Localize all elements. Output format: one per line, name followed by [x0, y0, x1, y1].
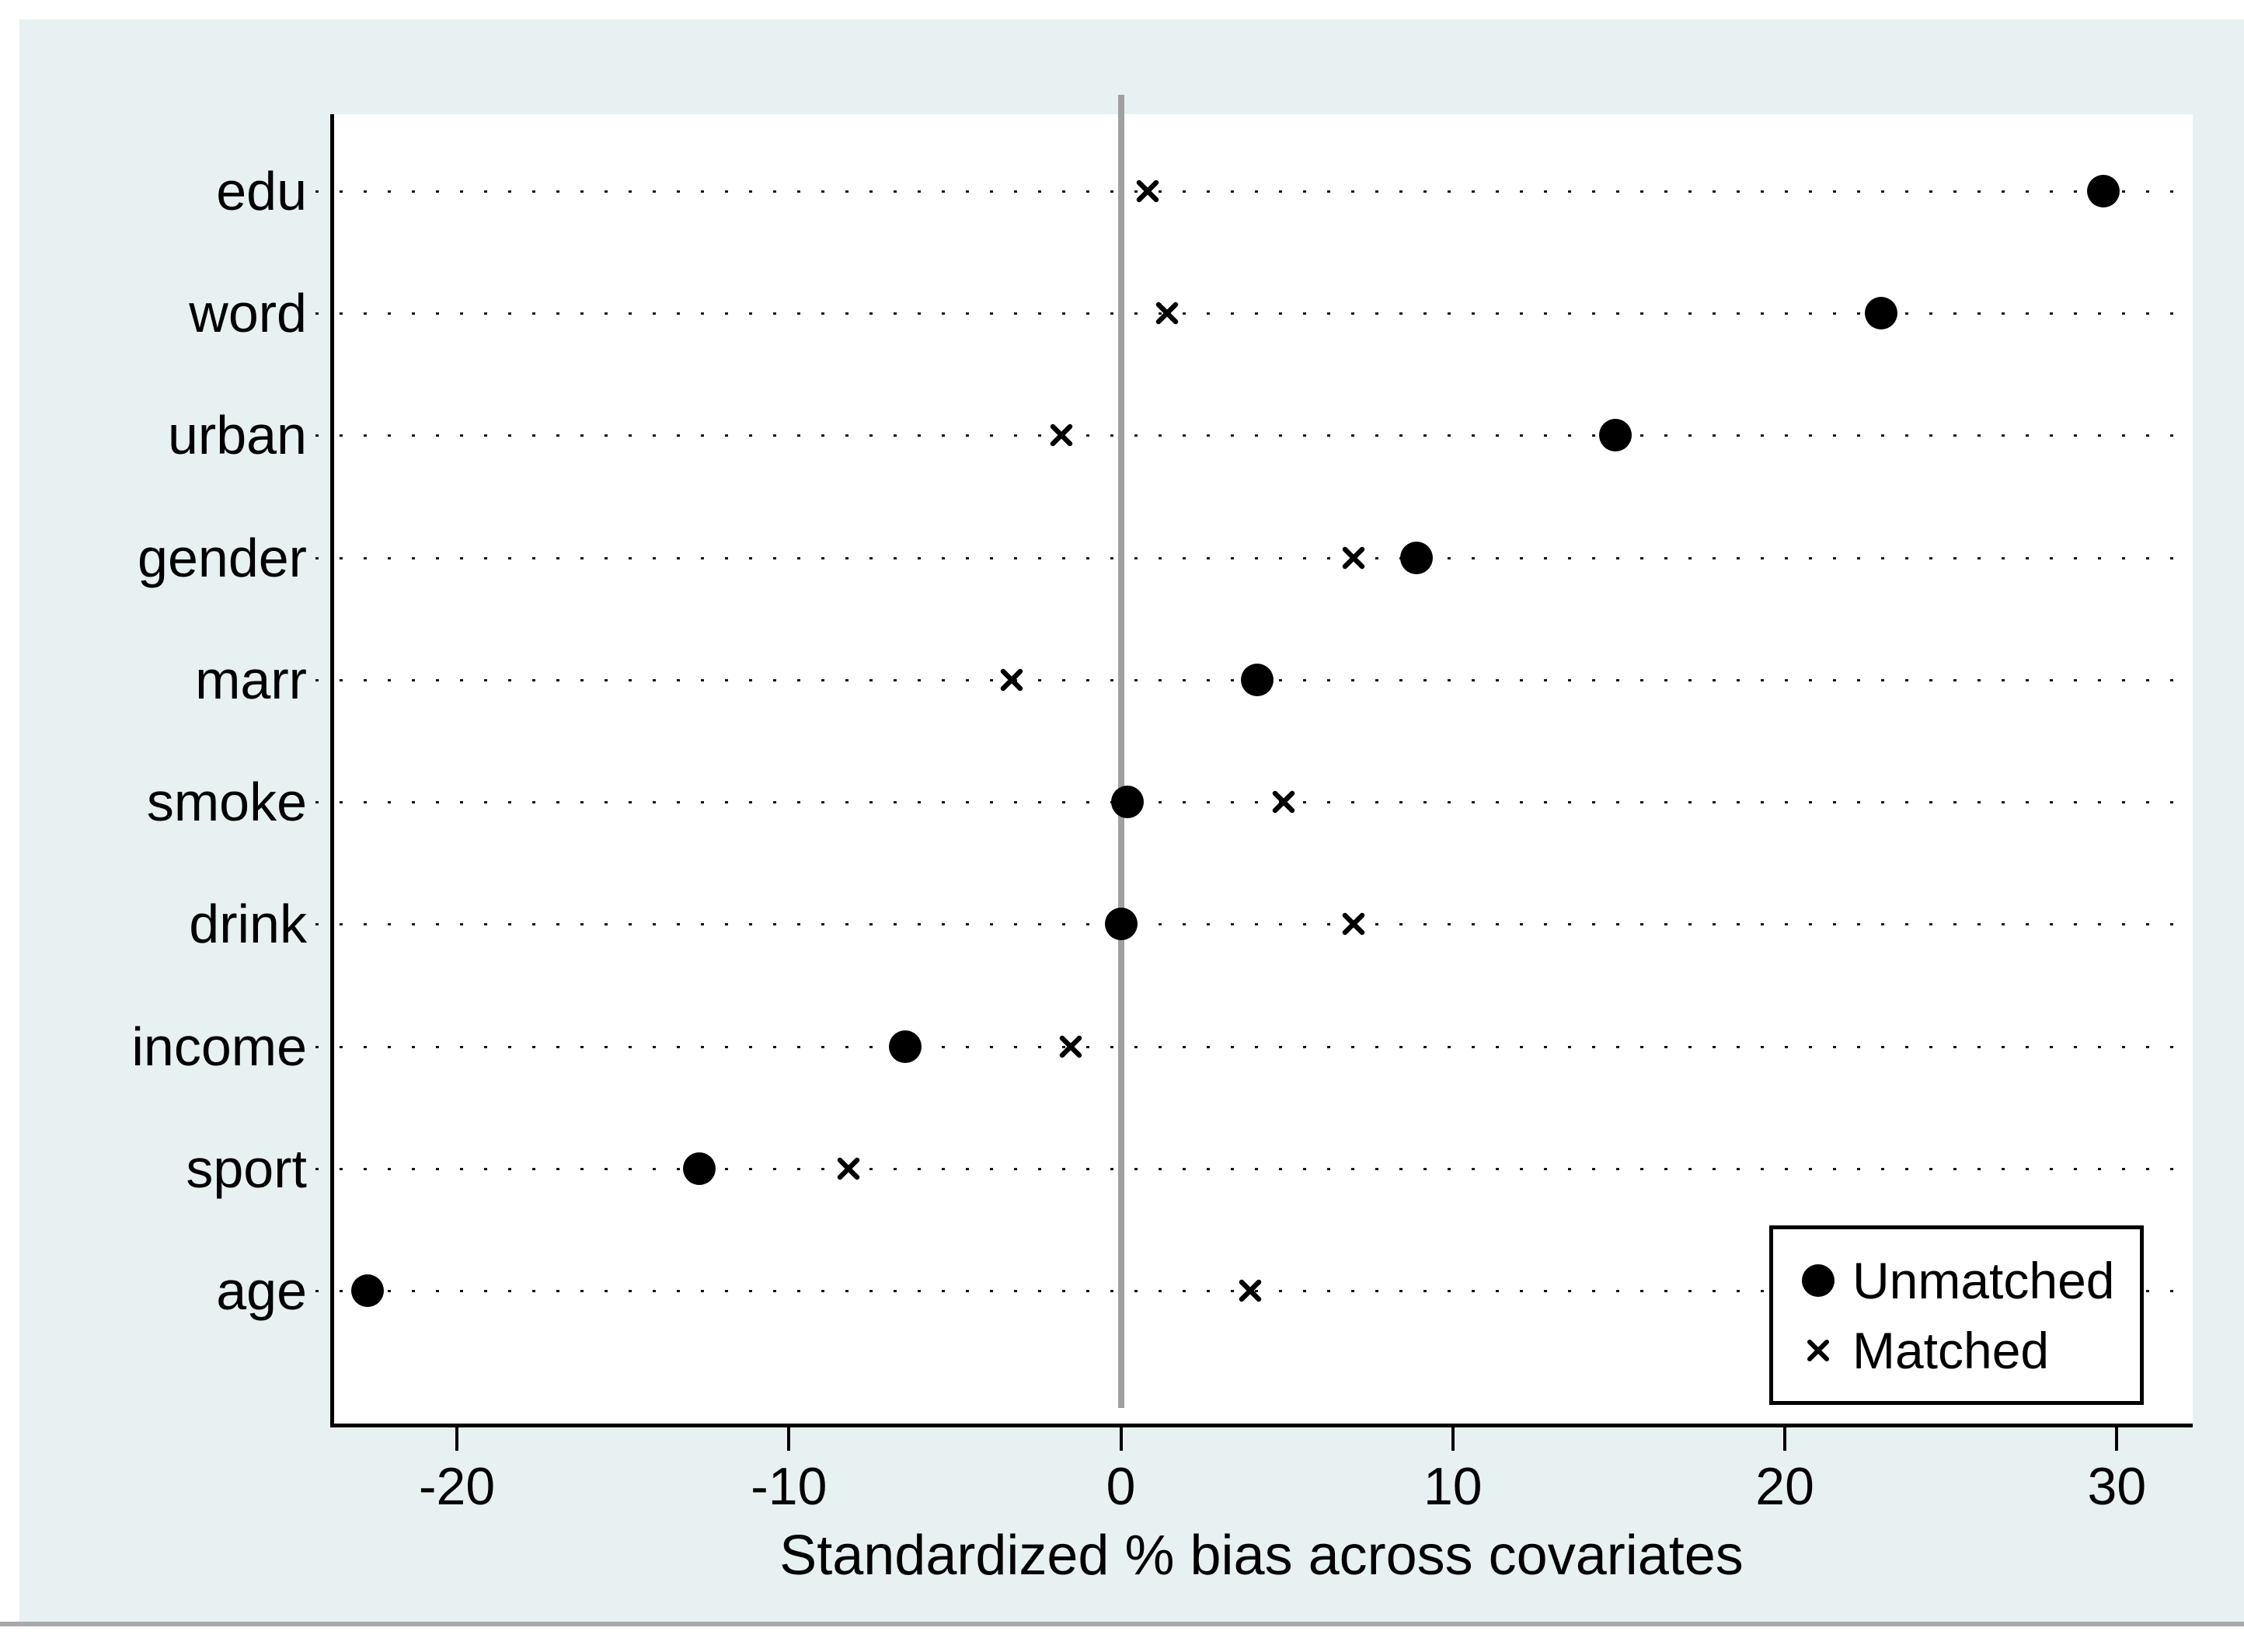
- legend-item-matched: Matched: [1793, 1323, 2140, 1378]
- gridline-word: [315, 312, 2173, 315]
- gridline-edu: [315, 190, 2173, 193]
- matched-x-marker: [1271, 789, 1296, 814]
- legend: Unmatched Matched: [1769, 1225, 2144, 1405]
- gridline-age: [315, 1290, 2173, 1292]
- x-axis-tick-label: -20: [418, 1457, 496, 1516]
- unmatched-circle-marker: [1599, 419, 1632, 452]
- x-axis-tick-label: 20: [1755, 1457, 1814, 1516]
- x-axis-tick: [1783, 1427, 1787, 1451]
- y-axis-label-age: age: [216, 1260, 307, 1321]
- y-axis-label-marr: marr: [195, 649, 307, 710]
- x-axis-tick-label: -10: [751, 1457, 828, 1516]
- window-bottom-rule: [0, 1622, 2244, 1626]
- x-axis-tick-label: 10: [1423, 1457, 1483, 1516]
- gridline-income: [315, 1045, 2173, 1048]
- unmatched-circle-marker: [1104, 908, 1138, 941]
- matched-x-marker: [1155, 301, 1179, 326]
- legend-label-matched: Matched: [1852, 1321, 2050, 1379]
- gridline-urban: [315, 434, 2173, 437]
- unmatched-circle-marker: [2087, 175, 2120, 207]
- y-axis-label-edu: edu: [216, 161, 307, 221]
- gridline-gender: [315, 556, 2173, 559]
- zero-reference-line: [1117, 95, 1124, 1408]
- matched-x-marker: [1238, 1278, 1263, 1303]
- gridline-sport: [315, 1167, 2173, 1170]
- unmatched-circle-marker: [682, 1152, 716, 1185]
- y-axis-label-drink: drink: [189, 894, 307, 955]
- x-axis-tick: [2115, 1427, 2119, 1451]
- x-axis-tick: [1119, 1427, 1123, 1451]
- matched-x-marker: [1341, 911, 1366, 936]
- legend-label-unmatched: Unmatched: [1852, 1251, 2115, 1309]
- matched-x-marker: [999, 667, 1024, 692]
- matched-x-marker: [836, 1156, 861, 1181]
- x-axis-tick: [1451, 1427, 1455, 1451]
- x-axis-title: Standardized % bias across covariates: [779, 1525, 1744, 1587]
- gridline-drink: [315, 923, 2173, 926]
- matched-x-marker: [1049, 423, 1074, 448]
- x-axis-tick: [455, 1427, 458, 1451]
- unmatched-circle-marker: [888, 1030, 922, 1063]
- matched-x-marker: [1058, 1034, 1083, 1059]
- y-axis-label-word: word: [189, 283, 307, 344]
- x-marker-icon: [1793, 1339, 1843, 1362]
- unmatched-circle-marker: [1399, 541, 1433, 574]
- unmatched-circle-marker: [350, 1274, 384, 1307]
- unmatched-circle-marker: [1865, 297, 1897, 330]
- matched-x-marker: [1135, 179, 1160, 204]
- x-axis-tick-label: 30: [2087, 1457, 2147, 1516]
- legend-item-unmatched: Unmatched: [1793, 1253, 2140, 1308]
- y-axis-label-smoke: smoke: [146, 772, 307, 833]
- matched-x-marker: [1341, 545, 1366, 570]
- unmatched-circle-marker: [1240, 663, 1274, 696]
- circle-marker-icon: [1793, 1263, 1843, 1297]
- x-axis-tick: [787, 1427, 791, 1451]
- graph-background: edu word urban gender marr smoke drink income sp…: [19, 19, 2244, 1622]
- y-axis-label-gender: gender: [138, 527, 307, 588]
- y-axis-label-income: income: [131, 1016, 307, 1077]
- y-axis-label-urban: urban: [167, 405, 307, 466]
- y-axis-label-sport: sport: [186, 1138, 307, 1199]
- x-axis-tick-label: 0: [1106, 1457, 1136, 1516]
- plot-area: [330, 114, 2193, 1427]
- unmatched-circle-marker: [1111, 786, 1145, 819]
- gridline-smoke: [315, 801, 2173, 804]
- chart-layer: edu word urban gender marr smoke drink income sp…: [19, 19, 2244, 1622]
